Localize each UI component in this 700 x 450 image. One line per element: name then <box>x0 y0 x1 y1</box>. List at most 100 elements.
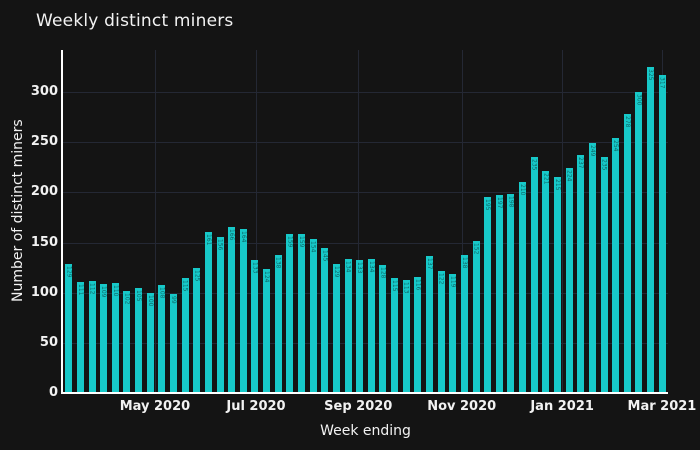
bar-value-label: 113 <box>402 281 410 294</box>
v-gridline <box>358 50 360 393</box>
bar-week-21[interactable]: 159 <box>298 233 305 393</box>
v-gridline <box>562 50 564 393</box>
bar-value-label: 116 <box>414 278 422 291</box>
bar-week-7[interactable]: 105 <box>135 287 143 393</box>
bar-value-label: 161 <box>204 233 212 245</box>
bar-value-label: 325 <box>647 69 655 81</box>
bar-value-label: 134 <box>344 260 352 273</box>
bar-week-1[interactable]: 129 <box>65 263 73 393</box>
bar-week-40[interactable]: 210 <box>519 182 527 393</box>
bar-week-23[interactable]: 145 <box>321 247 329 393</box>
bar-week-11[interactable]: 115 <box>181 277 189 393</box>
bar-week-41[interactable]: 235 <box>530 157 538 393</box>
bar-week-39[interactable]: 198 <box>507 194 515 393</box>
bar-week-13[interactable]: 161 <box>204 231 212 393</box>
bar-value-label: 124 <box>263 270 271 283</box>
bar-value-label: 138 <box>274 256 282 269</box>
h-gridline-200 <box>63 192 668 194</box>
v-gridline <box>154 50 156 393</box>
bar-value-label: 195 <box>484 199 492 211</box>
bar-week-18[interactable]: 124 <box>263 268 271 393</box>
bar-value-label: 249 <box>588 145 596 157</box>
bar-week-49[interactable]: 278 <box>623 114 631 393</box>
bar-value-label: 224 <box>565 170 573 182</box>
bar-week-14[interactable]: 156 <box>216 236 224 393</box>
bar-week-3[interactable]: 112 <box>88 280 96 393</box>
y-tick-label-150: 150 <box>30 234 58 250</box>
bar-week-48[interactable]: 254 <box>612 138 620 393</box>
bar-value-label: 134 <box>367 260 375 273</box>
bar-week-38[interactable]: 197 <box>495 195 503 393</box>
bar-week-51[interactable]: 325 <box>647 67 655 393</box>
x-tick-label: May 2020 <box>119 399 191 414</box>
bar-week-33[interactable]: 122 <box>437 270 445 393</box>
bar-week-36[interactable]: 152 <box>472 240 480 393</box>
bar-week-16[interactable]: 164 <box>239 228 247 393</box>
bar-week-45[interactable]: 237 <box>577 155 585 393</box>
bar-week-25[interactable]: 134 <box>344 258 352 393</box>
bar-value-label: 112 <box>88 282 96 295</box>
bar-week-44[interactable]: 224 <box>565 168 573 393</box>
bar-week-24[interactable]: 129 <box>332 263 340 393</box>
bar-week-31[interactable]: 116 <box>414 276 422 393</box>
y-tick-label-50: 50 <box>39 334 58 350</box>
h-gridline-250 <box>63 142 668 144</box>
bar-value-label: 137 <box>425 257 433 270</box>
bar-week-46[interactable]: 249 <box>588 143 596 393</box>
bar-week-12[interactable]: 125 <box>193 267 201 393</box>
x-tick-label: Sep 2020 <box>324 399 393 414</box>
bar-week-4[interactable]: 109 <box>100 283 108 393</box>
bar-week-27[interactable]: 134 <box>367 258 375 393</box>
bar-week-35[interactable]: 138 <box>460 254 468 393</box>
bar-value-label: 128 <box>379 266 387 279</box>
bar-week-28[interactable]: 128 <box>379 264 387 393</box>
bar-week-5[interactable]: 110 <box>111 282 119 393</box>
y-axis-tick-labels: 0 50 100 150 200 250 300 <box>0 50 58 400</box>
bar-week-6[interactable]: 102 <box>123 290 131 393</box>
bar-week-29[interactable]: 115 <box>391 277 399 393</box>
bar-value-label: 102 <box>123 292 131 305</box>
y-tick-label-250: 250 <box>30 134 58 150</box>
bar-week-43[interactable]: 215 <box>553 177 561 393</box>
h-gridline-150 <box>63 242 668 244</box>
bar-week-20[interactable]: 159 <box>286 233 294 393</box>
bar-week-42[interactable]: 221 <box>542 171 550 393</box>
bar-value-label: 300 <box>635 94 643 106</box>
bar-week-10[interactable]: 99 <box>170 293 178 393</box>
bar-value-label: 152 <box>472 242 480 255</box>
bar-value-label: 125 <box>193 269 201 282</box>
bar-value-label: 164 <box>239 230 247 242</box>
bar-week-15[interactable]: 166 <box>228 226 236 393</box>
bar-value-label: 235 <box>530 159 538 171</box>
bar-value-label: 278 <box>623 116 631 128</box>
bar-week-8[interactable]: 100 <box>146 292 154 393</box>
v-gridline <box>255 50 257 393</box>
bar-value-label: 215 <box>553 179 561 191</box>
h-gridline-100 <box>63 292 668 294</box>
bar-value-label: 133 <box>356 261 364 274</box>
x-tick-label: Jul 2020 <box>226 399 286 414</box>
x-axis-spine <box>61 392 668 394</box>
y-tick-label-200: 200 <box>30 184 58 200</box>
plot-area[interactable]: 129 111 112 109 110 102 105 100 108 99 115 125 161 15… <box>63 50 668 393</box>
bar-week-22[interactable]: 154 <box>309 238 317 393</box>
bar-week-9[interactable]: 108 <box>158 284 166 393</box>
bar-week-34[interactable]: 119 <box>449 273 457 393</box>
bar-value-label: 129 <box>332 265 340 278</box>
bar-week-37[interactable]: 195 <box>484 197 492 393</box>
bar-value-label: 154 <box>309 240 317 253</box>
bar-week-2[interactable]: 111 <box>76 281 84 393</box>
bar-value-label: 197 <box>495 197 503 209</box>
bar-week-32[interactable]: 137 <box>425 255 433 393</box>
bar-value-label: 166 <box>228 228 236 240</box>
y-axis-title: Number of distinct miners <box>10 119 26 302</box>
bar-week-30[interactable]: 113 <box>402 279 410 393</box>
bar-week-17[interactable]: 133 <box>251 259 259 393</box>
h-gridline-50 <box>63 342 668 344</box>
bar-week-47[interactable]: 235 <box>600 157 608 393</box>
bar-week-52[interactable]: 317 <box>658 75 666 393</box>
bar-week-26[interactable]: 133 <box>356 259 364 393</box>
bar-week-19[interactable]: 138 <box>274 254 282 393</box>
bar-week-50[interactable]: 300 <box>635 92 643 393</box>
y-axis-spine <box>61 50 63 394</box>
